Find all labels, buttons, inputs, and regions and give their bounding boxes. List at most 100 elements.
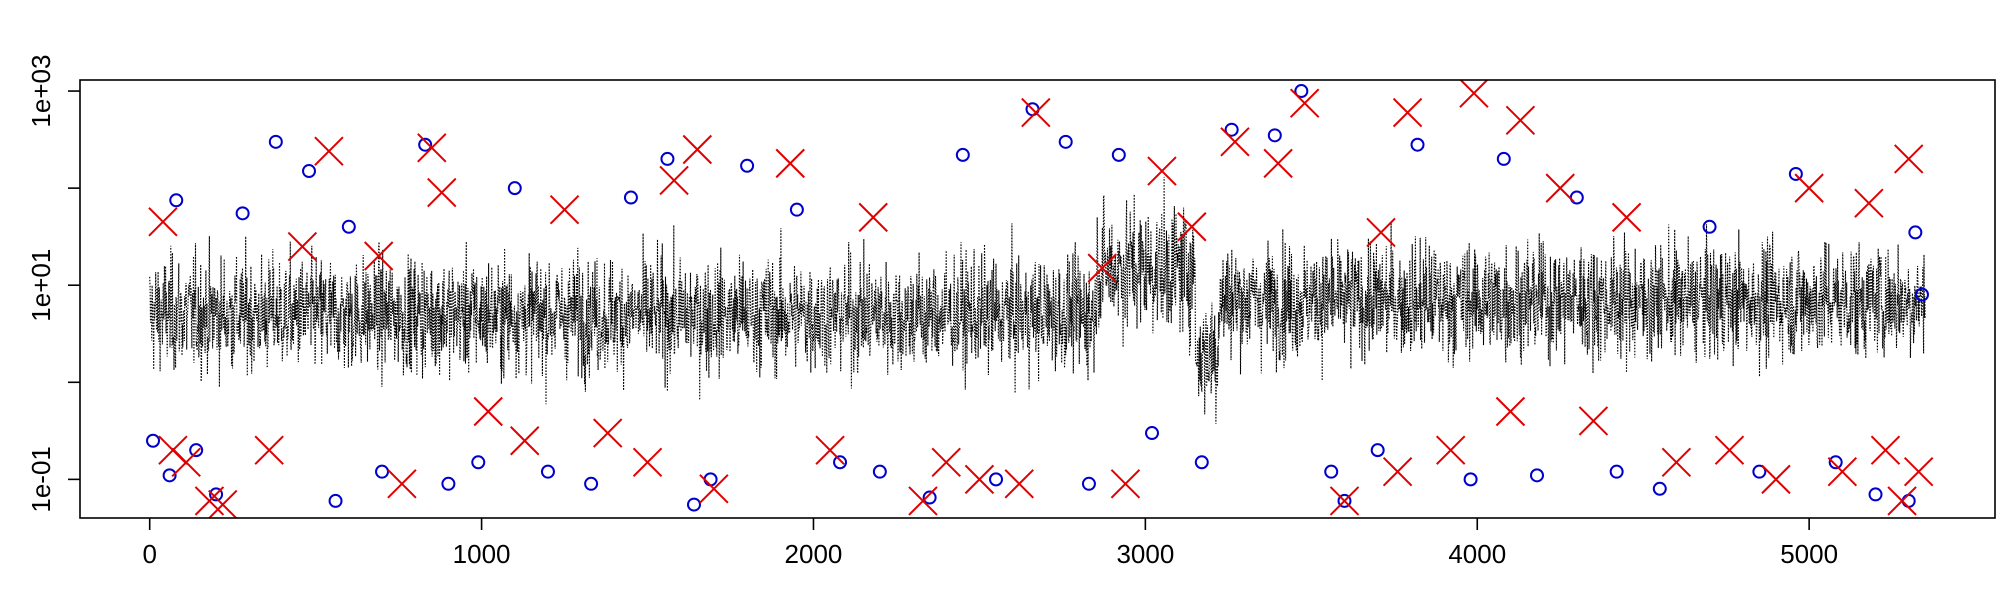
blue-circle-point xyxy=(146,433,161,448)
red-x-point xyxy=(1177,212,1207,242)
red-x-point xyxy=(1827,456,1858,487)
blue-circle-point xyxy=(209,487,224,502)
red-x-point xyxy=(427,177,457,208)
blue-circle-point xyxy=(686,497,701,512)
blue-circle-point xyxy=(1868,487,1883,502)
blue-circle-point xyxy=(989,472,1004,487)
blue-circle-point xyxy=(1337,493,1352,508)
blue-circle-point xyxy=(189,443,204,458)
blue-circle-point xyxy=(660,151,675,166)
red-x-point xyxy=(387,469,417,499)
blue-circle-point xyxy=(1914,287,1929,302)
blue-circle-point xyxy=(1752,464,1767,479)
blue-circle-point xyxy=(375,464,390,479)
red-x-point xyxy=(171,447,201,477)
red-x-point xyxy=(1147,156,1177,186)
blue-circle-point xyxy=(418,137,433,152)
red-x-point xyxy=(1761,464,1791,495)
x-tick-label: 4000 xyxy=(1448,539,1506,569)
red-x-point xyxy=(1004,469,1034,499)
red-x-point xyxy=(1545,173,1575,203)
red-x-point xyxy=(1382,456,1413,487)
blue-circle-point xyxy=(1496,151,1511,166)
red-x-point xyxy=(1661,447,1692,477)
blue-circle-point xyxy=(441,476,456,491)
red-x-point xyxy=(775,148,805,179)
blue-circle-point xyxy=(1224,122,1239,137)
blue-circle-point xyxy=(872,464,887,479)
red-x-point xyxy=(1110,469,1141,499)
red-x-point xyxy=(1870,435,1901,465)
red-x-point xyxy=(1887,486,1917,516)
blue-circle-point xyxy=(1294,84,1309,99)
red-x-point xyxy=(1578,406,1609,436)
blue-circle-point xyxy=(1901,493,1916,508)
blue-circle-point xyxy=(1194,455,1209,470)
blue-circle-point xyxy=(1788,166,1803,181)
red-x-point xyxy=(1854,188,1884,218)
blue-circle-point xyxy=(507,181,522,196)
red-x-point xyxy=(287,231,318,262)
blue-circle-point xyxy=(268,134,283,149)
blue-circle-point xyxy=(703,472,718,487)
blue-circle-point xyxy=(235,206,250,221)
x-tick-label: 3000 xyxy=(1116,539,1174,569)
red-x-point xyxy=(1087,253,1117,283)
red-x-point xyxy=(931,447,961,477)
red-x-point xyxy=(1392,97,1423,128)
red-x-point xyxy=(1794,173,1824,203)
red-x-point xyxy=(858,202,888,233)
blue-circle-point xyxy=(1370,443,1385,458)
red-x-point xyxy=(417,133,447,163)
blue-circle-point xyxy=(1609,464,1624,479)
blue-circle-point xyxy=(540,464,555,479)
blue-circle-point xyxy=(955,147,970,162)
red-x-point xyxy=(1329,486,1360,516)
red-x-point xyxy=(1505,105,1536,135)
axes: 0 1000 2000 3000 4000 5000 1e-01 1e+01 1e+03 xyxy=(26,55,1996,569)
red-x-point xyxy=(510,426,540,456)
red-x-point xyxy=(1714,435,1745,465)
red-x-point xyxy=(964,464,995,495)
blue-circle-point xyxy=(1652,481,1667,496)
blue-circle-point xyxy=(922,490,937,505)
plot-area xyxy=(146,80,1934,518)
blue-circle-point xyxy=(1267,128,1282,143)
series-line-black-dotted xyxy=(149,176,1926,424)
blue-circle-point xyxy=(1111,147,1126,162)
red-x-point xyxy=(208,489,238,518)
blue-circle-point xyxy=(341,219,356,234)
blue-circle-point xyxy=(1463,472,1478,487)
x-tick-label: 0 xyxy=(142,539,156,569)
x-tick-label: 2000 xyxy=(785,539,843,569)
red-x-point xyxy=(632,447,663,477)
red-x-point xyxy=(592,418,623,448)
red-x-point xyxy=(1495,396,1526,427)
blue-circle-point xyxy=(162,468,177,483)
blue-circle-point xyxy=(789,202,804,217)
y-tick-label: 1e+03 xyxy=(26,55,56,128)
blue-circle-point xyxy=(302,164,317,179)
red-x-point xyxy=(659,165,689,196)
red-x-point xyxy=(194,486,225,516)
red-x-point xyxy=(1021,97,1051,128)
blue-circle-point xyxy=(1324,464,1339,479)
blue-circle-point xyxy=(1908,225,1923,240)
blue-circle-point xyxy=(1529,468,1544,483)
plot-frame xyxy=(79,79,1996,519)
red-x-point xyxy=(1366,217,1396,248)
red-x-point xyxy=(1289,88,1320,118)
red-x-point xyxy=(1435,435,1466,465)
red-x-point xyxy=(908,486,938,516)
blue-circle-point xyxy=(1145,426,1160,441)
red-x-point xyxy=(815,435,845,465)
blue-circle-point xyxy=(1410,137,1425,152)
red-x-point xyxy=(699,474,729,504)
blue-circle-point xyxy=(328,493,343,508)
x-tick-label: 5000 xyxy=(1780,539,1838,569)
y-tick-label: 1e+01 xyxy=(26,249,56,322)
y-tick-label: 1e-01 xyxy=(26,446,56,513)
red-x-point xyxy=(1903,456,1934,487)
red-x-point xyxy=(1220,127,1250,157)
